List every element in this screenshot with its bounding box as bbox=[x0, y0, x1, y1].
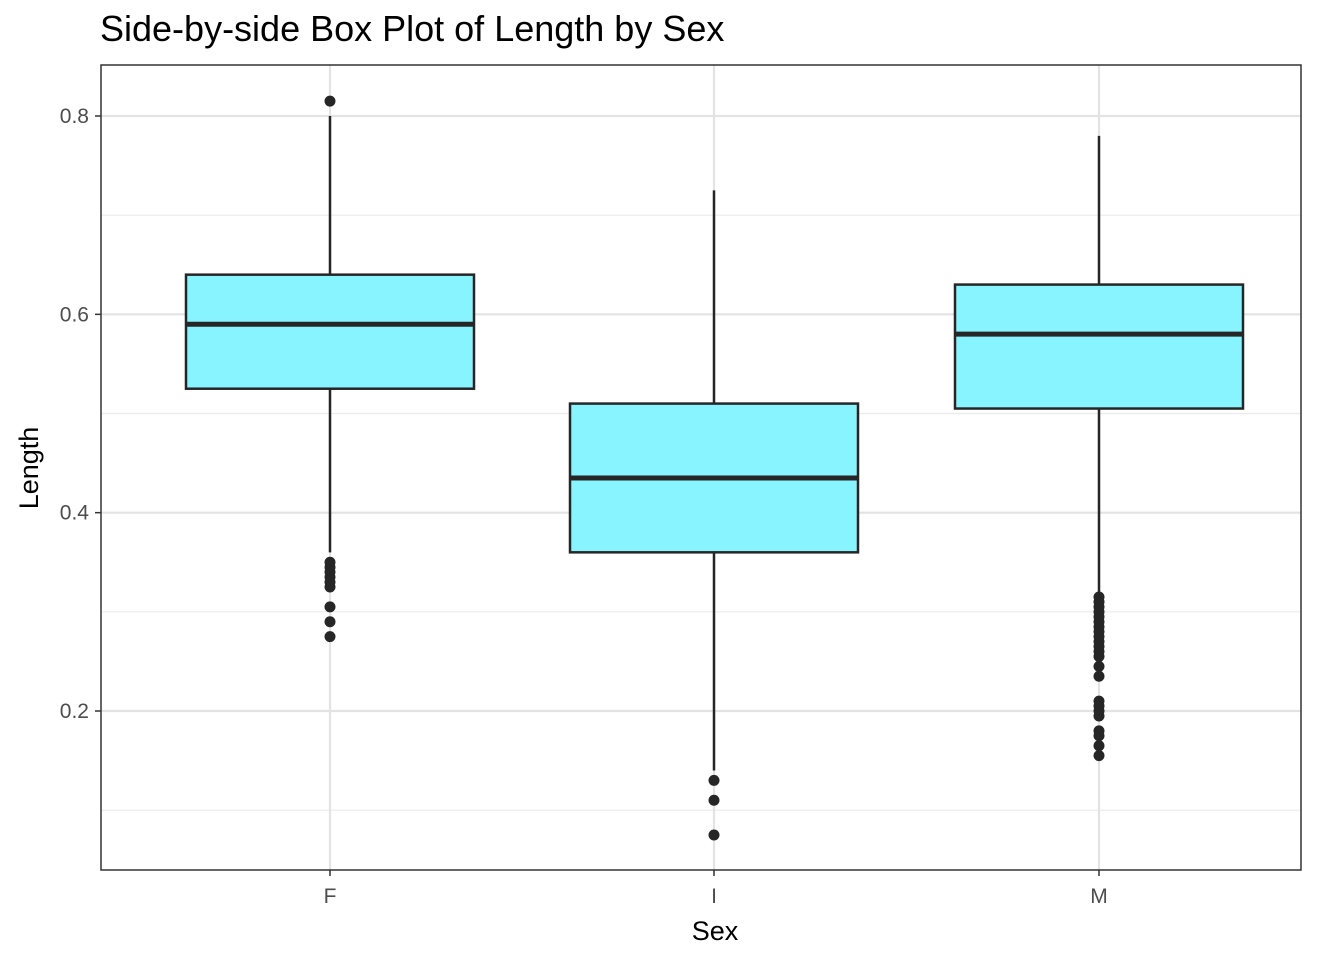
x-axis-title: Sex bbox=[692, 916, 739, 946]
outlier-point bbox=[1093, 750, 1105, 762]
outlier-point bbox=[324, 95, 336, 107]
outlier-point bbox=[324, 601, 336, 613]
box-M bbox=[953, 135, 1245, 762]
box-I bbox=[568, 190, 860, 841]
plot-panel-border bbox=[100, 64, 1302, 871]
y-tick-label: 0.4 bbox=[60, 502, 90, 525]
outlier-point bbox=[708, 829, 720, 841]
outlier-point bbox=[1093, 730, 1105, 742]
y-tick-label: 0.8 bbox=[60, 105, 89, 128]
outlier-point bbox=[1093, 740, 1105, 752]
y-tick-label: 0.6 bbox=[60, 303, 89, 326]
outlier-point bbox=[1093, 710, 1105, 722]
chart-title: Side-by-side Box Plot of Length by Sex bbox=[100, 8, 725, 49]
outlier-point bbox=[1093, 650, 1105, 662]
outlier-point bbox=[324, 581, 336, 593]
y-tick-label: 0.2 bbox=[60, 700, 89, 723]
outlier-point bbox=[708, 774, 720, 786]
y-axis-title: Length bbox=[14, 427, 44, 510]
box-iqr bbox=[184, 273, 476, 390]
x-tick-label: M bbox=[1090, 885, 1108, 908]
outlier-point bbox=[708, 794, 720, 806]
x-tick-label: I bbox=[711, 885, 717, 908]
outlier-point bbox=[324, 616, 336, 628]
axes: 0.2 0.4 0.6 0.8 F I M bbox=[60, 105, 1108, 908]
box-plots bbox=[184, 95, 1245, 841]
outlier-point bbox=[1093, 670, 1105, 682]
outlier-point bbox=[1093, 660, 1105, 672]
box-F bbox=[184, 95, 476, 643]
outlier-point bbox=[324, 631, 336, 643]
box-iqr bbox=[953, 283, 1245, 410]
x-tick-label: F bbox=[324, 885, 337, 908]
